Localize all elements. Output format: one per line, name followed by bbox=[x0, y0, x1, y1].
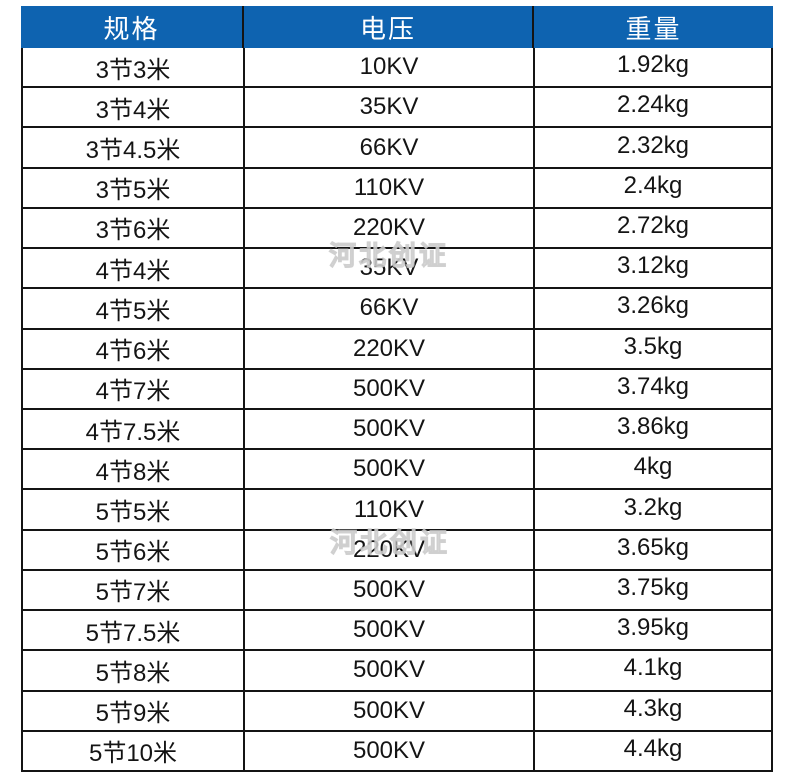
cell-voltage: 500KV bbox=[243, 409, 533, 449]
cell-spec: 5节8米 bbox=[95, 659, 171, 687]
cell-weight: 3.12kg bbox=[533, 249, 771, 288]
table-row: 3节3米 10KV 1.92kg bbox=[23, 48, 771, 89]
cell-weight: 4.1kg bbox=[533, 651, 771, 690]
table-row: 5节7.5米 500KV 3.95kg bbox=[23, 611, 771, 652]
table-row: 4节8米 500KV 4kg bbox=[23, 450, 771, 491]
cell-weight: 3.86kg bbox=[533, 409, 771, 449]
cell-weight: 2.24kg bbox=[533, 88, 771, 127]
table-row: 4节7米 500KV 3.74kg bbox=[23, 369, 771, 410]
cell-weight: 3.95kg bbox=[533, 611, 771, 650]
header-weight: 重量 bbox=[532, 6, 773, 48]
table-row: 3节4.5米 66KV 2.32kg bbox=[23, 128, 771, 169]
cell-weight: 4.4kg bbox=[533, 731, 771, 770]
cell-spec: 4节6米 bbox=[95, 338, 171, 366]
cell-weight: 3.2kg bbox=[533, 490, 771, 529]
cell-weight: 3.74kg bbox=[533, 369, 771, 408]
cell-voltage: 500KV bbox=[243, 691, 533, 730]
cell-voltage: 35KV bbox=[243, 88, 533, 127]
cell-voltage: 110KV bbox=[243, 490, 533, 529]
cell-weight: 3.65kg bbox=[533, 530, 771, 569]
cell-spec: 5节5米 bbox=[95, 499, 171, 527]
cell-spec: 3节3米 bbox=[95, 56, 171, 84]
table-header-row: 规格 电压 重量 bbox=[21, 6, 773, 48]
table-row: 5节8米 500KV 4.1kg bbox=[23, 651, 771, 692]
table-row: 5节5米 110KV 3.2kg bbox=[23, 490, 771, 531]
cell-spec: 5节7米 bbox=[95, 579, 171, 607]
cell-weight: 4kg bbox=[533, 450, 771, 489]
header-voltage: 电压 bbox=[242, 6, 532, 48]
table-row: 4节4米 35KV 3.12kg bbox=[23, 249, 771, 290]
cell-spec: 4节7米 bbox=[95, 378, 171, 406]
cell-voltage: 110KV bbox=[243, 168, 533, 207]
cell-voltage: 66KV bbox=[243, 289, 533, 328]
cell-spec: 5节6米 bbox=[95, 539, 171, 567]
table-row: 5节9米 500KV 4.3kg bbox=[23, 691, 771, 732]
cell-voltage: 220KV bbox=[243, 530, 533, 569]
cell-voltage: 500KV bbox=[243, 731, 533, 770]
table-row: 3节4米 35KV 2.24kg bbox=[23, 88, 771, 129]
cell-weight: 2.4kg bbox=[533, 168, 771, 207]
table-row: 3节5米 110KV 2.4kg bbox=[23, 168, 771, 209]
table-row: 4节7.5米 500KV 3.86kg bbox=[23, 409, 771, 451]
header-spec: 规格 bbox=[103, 13, 160, 44]
cell-voltage: 10KV bbox=[243, 48, 533, 87]
cell-weight: 3.75kg bbox=[533, 570, 771, 610]
cell-weight: 3.26kg bbox=[533, 289, 771, 328]
cell-voltage: 35KV bbox=[243, 249, 533, 288]
cell-weight: 4.3kg bbox=[533, 691, 771, 730]
cell-spec: 4节4米 bbox=[95, 257, 171, 285]
cell-spec: 5节10米 bbox=[88, 740, 178, 768]
cell-spec: 3节5米 bbox=[95, 177, 171, 205]
table-row: 5节10米 500KV 4.4kg bbox=[23, 731, 771, 770]
spec-table: 规格 电压 重量 3节3米 10KV 1.92kg 3节4米 35KV 2.24… bbox=[21, 6, 773, 772]
cell-voltage: 220KV bbox=[243, 208, 533, 248]
cell-voltage: 500KV bbox=[243, 450, 533, 489]
cell-weight: 3.5kg bbox=[533, 329, 771, 368]
cell-voltage: 500KV bbox=[243, 651, 533, 690]
cell-spec: 4节8米 bbox=[95, 458, 171, 486]
cell-spec: 3节4米 bbox=[95, 96, 171, 124]
cell-spec: 4节5米 bbox=[95, 297, 171, 325]
cell-spec: 3节4.5米 bbox=[85, 137, 181, 165]
cell-spec: 5节9米 bbox=[95, 700, 171, 728]
table-row: 3节6米 220KV 2.72kg bbox=[23, 208, 771, 250]
cell-spec: 5节7.5米 bbox=[85, 619, 181, 647]
cell-weight: 2.72kg bbox=[533, 208, 771, 248]
cell-voltage: 500KV bbox=[243, 611, 533, 650]
table-row: 4节6米 220KV 3.5kg bbox=[23, 329, 771, 370]
cell-weight: 1.92kg bbox=[533, 48, 771, 87]
cell-voltage: 500KV bbox=[243, 369, 533, 408]
cell-weight: 2.32kg bbox=[533, 128, 771, 167]
cell-voltage: 220KV bbox=[243, 329, 533, 368]
cell-voltage: 66KV bbox=[243, 128, 533, 167]
table-row: 4节5米 66KV 3.26kg bbox=[23, 289, 771, 330]
table-body: 3节3米 10KV 1.92kg 3节4米 35KV 2.24kg 3节4.5米… bbox=[21, 48, 773, 772]
table-row: 5节6米 220KV 3.65kg bbox=[23, 530, 771, 571]
table-row: 5节7米 500KV 3.75kg bbox=[23, 570, 771, 612]
cell-spec: 4节7.5米 bbox=[85, 418, 181, 446]
cell-voltage: 500KV bbox=[243, 570, 533, 610]
cell-spec: 3节6米 bbox=[95, 217, 171, 245]
